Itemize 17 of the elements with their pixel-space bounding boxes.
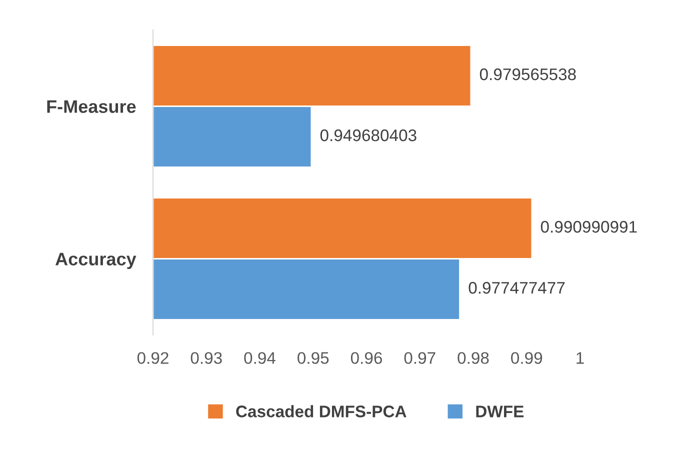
x-tick-label: 0.93 bbox=[190, 352, 222, 364]
legend-label: Cascaded DMFS-PCA bbox=[236, 405, 406, 418]
data-label: 0.990990991 bbox=[540, 220, 637, 233]
x-tick-label: 0.99 bbox=[511, 352, 542, 364]
x-tick-label: 0.97 bbox=[404, 352, 436, 364]
legend-label: DWFE bbox=[476, 406, 524, 418]
data-label: 0.977477477 bbox=[468, 282, 565, 294]
y-tick-label: Accuracy bbox=[55, 252, 136, 270]
x-tick-label: 0.98 bbox=[458, 352, 489, 364]
x-tick-label: 0.92 bbox=[137, 352, 168, 364]
x-tick-label: 1 bbox=[576, 352, 584, 364]
y-tick-label: F-Measure bbox=[47, 100, 136, 113]
x-tick-label: 0.95 bbox=[298, 352, 329, 364]
data-label: 0.979565538 bbox=[480, 68, 576, 80]
x-tick-label: 0.94 bbox=[244, 352, 276, 364]
data-label: 0.949680403 bbox=[320, 129, 416, 142]
x-tick-label: 0.96 bbox=[350, 352, 382, 364]
